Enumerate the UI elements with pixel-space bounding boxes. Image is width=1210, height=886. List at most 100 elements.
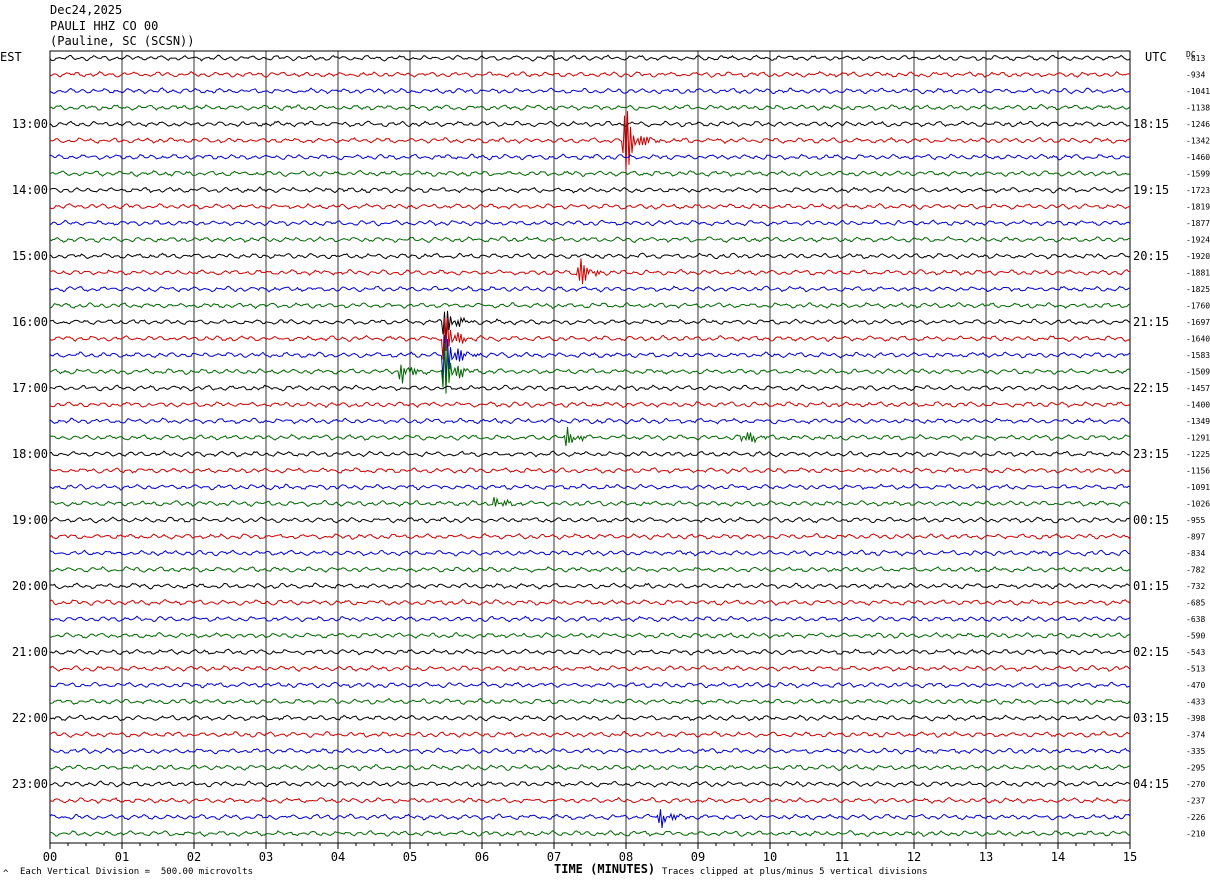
plot-grid	[49, 50, 1131, 849]
seismic-trace	[49, 111, 1131, 172]
dc-offset-label: -1138	[1186, 104, 1210, 113]
x-tick-label: 12	[907, 850, 921, 864]
x-tick-label: 04	[331, 850, 345, 864]
utc-hour-label: 03:15	[1133, 711, 1169, 725]
utc-hour-label: 01:15	[1133, 579, 1169, 593]
est-hour-label: 14:00	[12, 183, 48, 197]
est-hour-label: 15:00	[12, 249, 48, 263]
seismic-trace	[49, 615, 1131, 623]
seismic-trace	[49, 104, 1131, 111]
dc-offset-label: -335	[1186, 747, 1205, 756]
dc-offset-label: -1881	[1186, 269, 1210, 278]
seismic-trace	[49, 170, 1131, 178]
x-tick-label: 07	[547, 850, 561, 864]
seismic-trace	[49, 632, 1131, 639]
est-axis-label: EST	[0, 50, 22, 64]
dc-offset-label: -1924	[1186, 236, 1210, 245]
x-tick-label: 08	[619, 850, 633, 864]
seismic-trace	[49, 87, 1131, 95]
seismic-trace	[49, 384, 1131, 392]
seismic-trace	[49, 497, 1131, 508]
seismic-trace	[49, 764, 1131, 772]
dc-offset-label: -1460	[1186, 153, 1210, 162]
dc-offset-label: -398	[1186, 714, 1205, 723]
utc-hour-label: 18:15	[1133, 117, 1169, 131]
seismic-trace	[49, 342, 1131, 394]
seismic-trace	[49, 120, 1131, 128]
est-hour-label: 17:00	[12, 381, 48, 395]
seismic-trace	[49, 483, 1131, 491]
est-hour-label: 18:00	[12, 447, 48, 461]
seismic-trace	[49, 426, 1131, 447]
dc-offset-label: -732	[1186, 582, 1205, 591]
seismic-trace	[49, 582, 1131, 590]
seismic-trace	[49, 310, 1131, 341]
seismic-trace	[49, 598, 1131, 607]
dc-offset-label: -237	[1186, 797, 1205, 806]
dc-offset-label: -1041	[1186, 87, 1210, 96]
dc-offset-label: -685	[1186, 599, 1205, 608]
dc-offset-label: -1760	[1186, 302, 1210, 311]
utc-axis-label: UTC	[1145, 50, 1167, 64]
seismic-trace	[49, 258, 1131, 284]
seismic-trace	[49, 809, 1131, 828]
dc-offset-label: -590	[1186, 632, 1205, 641]
est-hour-label: 13:00	[12, 117, 48, 131]
dc-offset-label: -1697	[1186, 318, 1210, 327]
est-hour-label: 21:00	[12, 645, 48, 659]
dc-offset-label: -1400	[1186, 401, 1210, 410]
dc-offset-label: -1509	[1186, 368, 1210, 377]
dc-offset-label: -1291	[1186, 434, 1210, 443]
seismic-trace	[49, 335, 1131, 384]
dc-offset-label: -1091	[1186, 483, 1210, 492]
seismic-trace	[49, 71, 1131, 78]
dc-offset-label: -374	[1186, 731, 1205, 740]
plot-frame	[49, 50, 1131, 844]
seismic-trace	[49, 566, 1131, 573]
dc-offset-label: -470	[1186, 681, 1205, 690]
dc-offset-label: -513	[1186, 665, 1205, 674]
dc-offset-label: -955	[1186, 516, 1205, 525]
x-tick-label: 01	[115, 850, 129, 864]
seismic-trace	[49, 648, 1131, 656]
x-tick-label: 09	[691, 850, 705, 864]
seismic-trace	[49, 549, 1131, 557]
dc-offset-label: -1156	[1186, 467, 1210, 476]
scale-note: Each Vertical Division = 500.00 microvol…	[20, 867, 253, 877]
trace-group	[49, 54, 1131, 838]
dc-offset-label: -1599	[1186, 170, 1210, 179]
dc-offset-label: -1026	[1186, 500, 1210, 509]
seismic-trace	[49, 681, 1131, 689]
seismic-trace	[49, 285, 1131, 293]
dc-offset-label: -934	[1186, 71, 1205, 80]
clip-note: Traces clipped at plus/minus 5 vertical …	[662, 867, 928, 877]
dc-offset-label: -1225	[1186, 450, 1210, 459]
utc-hour-label: 20:15	[1133, 249, 1169, 263]
seismic-trace	[49, 730, 1131, 738]
utc-hour-label: 04:15	[1133, 777, 1169, 791]
utc-hour-label: 02:15	[1133, 645, 1169, 659]
seismic-trace	[49, 219, 1131, 227]
x-axis-title: TIME (MINUTES)	[554, 862, 656, 876]
label-group: 00 01 02 03 04 05 06 07 08 09 10 11 12 13 14 15 -813 -934…	[0, 50, 1210, 864]
dc-offset-label: -782	[1186, 566, 1205, 575]
dc-offset-label: -1349	[1186, 417, 1210, 426]
est-hour-label: 22:00	[12, 711, 48, 725]
utc-hour-label: 21:15	[1133, 315, 1169, 329]
x-tick-label: 00	[43, 850, 57, 864]
x-tick-label: 14	[1051, 850, 1065, 864]
est-hour-label: 23:00	[12, 777, 48, 791]
header-date: Dec24,2025	[50, 3, 123, 17]
dc-offset-label: -1457	[1186, 384, 1210, 393]
header-station: PAULI HHZ CO 00	[50, 19, 159, 33]
dc-offset-label: -226	[1186, 813, 1205, 822]
x-tick-label: 06	[475, 850, 489, 864]
x-tick-label: 10	[763, 850, 777, 864]
seismic-trace	[49, 301, 1131, 310]
dc-offset-label: -813	[1186, 54, 1205, 63]
dc-offset-label: -433	[1186, 698, 1205, 707]
seismic-trace	[49, 532, 1131, 540]
header-location: (Pauline, SC (SCSN))	[50, 34, 195, 48]
seismic-trace	[49, 417, 1131, 425]
seismic-trace	[49, 664, 1131, 673]
